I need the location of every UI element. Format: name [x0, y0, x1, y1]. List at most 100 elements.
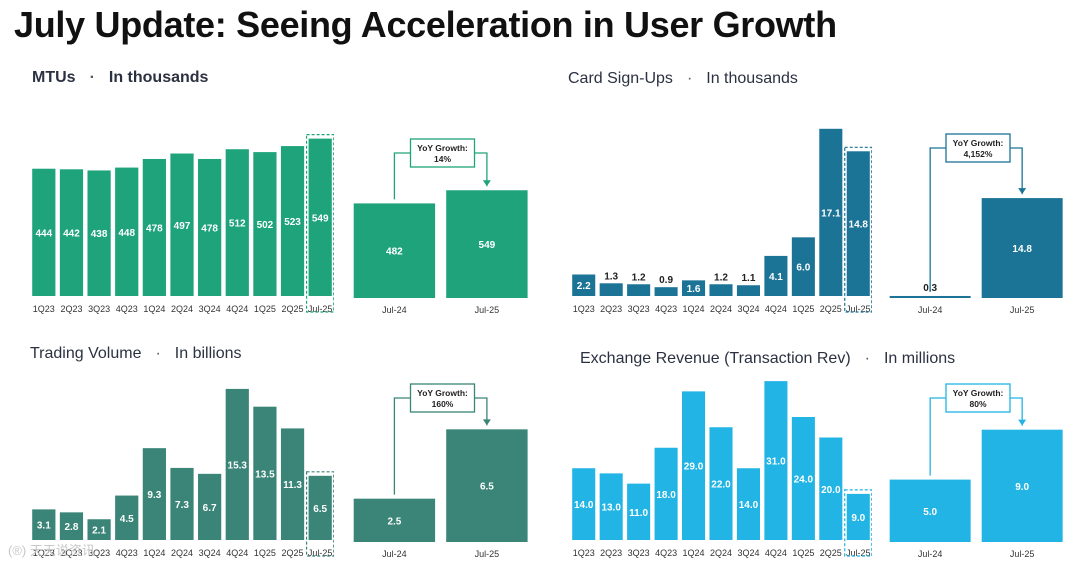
tick-label: 4Q24 [226, 548, 248, 558]
data-label: 1.1 [742, 273, 756, 284]
bar-Jul-25 [308, 475, 332, 540]
tick-label: 1Q23 [573, 548, 595, 558]
growth-callout-box [945, 383, 1011, 413]
tick-label: 3Q23 [88, 548, 110, 558]
data-label: 478 [146, 223, 163, 234]
arrow-head-icon [482, 180, 491, 187]
chart-title: Exchange Revenue (Transaction Rev) [580, 350, 851, 367]
data-label: 512 [229, 219, 246, 230]
exchange-revenue-quarterly-chart: 14.0 1Q23 13.0 2Q23 11.0 3Q23 18.0 4Q23 29.0 1Q24… [572, 381, 872, 558]
exchange-revenue-yoy-chart: 5.0 Jul-24 9.0 Jul-25 YoY Growth:80% [889, 383, 1063, 559]
data-label: 2.2 [577, 281, 591, 292]
connector-line [393, 397, 411, 495]
bar-1Q23 [32, 509, 56, 540]
tick-label: Jul-24 [382, 549, 407, 559]
tick-label: 2Q23 [600, 548, 622, 558]
tick-label: 3Q24 [199, 548, 221, 558]
data-label: 2.1 [92, 526, 106, 537]
connector-line [1010, 147, 1023, 195]
bar-Jul-25 [446, 190, 528, 298]
data-label: 523 [284, 217, 301, 228]
data-label: 6.5 [480, 482, 494, 493]
bar-2Q25 [819, 437, 843, 540]
bar-2Q23 [59, 512, 84, 540]
bar-2Q23 [599, 473, 623, 540]
bar-2Q25 [280, 428, 305, 540]
connector-line [474, 152, 488, 187]
data-label: 502 [257, 220, 274, 231]
bar-1Q24 [142, 158, 166, 296]
growth-title: YoY Growth: [953, 138, 1004, 148]
connector-line [393, 152, 411, 200]
bar-Jul-25 [446, 429, 528, 542]
tick-label: 1Q25 [792, 548, 814, 558]
data-label: 17.1 [821, 208, 841, 219]
tick-label: 1Q24 [683, 304, 705, 314]
tick-label: Jul-25 [1010, 549, 1035, 559]
data-label: 6.5 [313, 504, 327, 515]
data-label: 7.3 [175, 500, 189, 511]
growth-title: YoY Growth: [417, 143, 468, 153]
highlight-frame [305, 471, 334, 557]
bar-4Q24 [225, 149, 249, 296]
bar-2Q24 [709, 284, 733, 296]
tick-label: Jul-24 [382, 305, 407, 315]
data-label: 1.3 [604, 271, 618, 282]
page-title: July Update: Seeing Acceleration in User… [14, 4, 837, 45]
bar-2Q24 [709, 427, 733, 540]
bar-2Q23 [59, 169, 84, 296]
trading-volume-quarterly-chart: 3.1 1Q23 2.8 2Q23 2.1 3Q23 4.5 4Q23 9.3 1Q24 7.3 2Q… [32, 388, 334, 558]
data-label: 549 [479, 240, 496, 251]
tick-label: 1Q24 [143, 548, 165, 558]
panel-title-card-signups: Card Sign-Ups · In thousands [568, 70, 798, 87]
data-label: 22.0 [711, 480, 731, 491]
tick-label: 2Q24 [710, 548, 732, 558]
bar-1Q24 [682, 280, 706, 296]
bar-2Q25 [819, 128, 843, 296]
tick-label: Jul-25 [308, 304, 333, 314]
bar-3Q24 [736, 468, 760, 540]
tick-label: Jul-25 [1010, 305, 1035, 315]
unit-label: In thousands [706, 70, 798, 87]
data-label: 482 [386, 247, 403, 258]
tick-label: 1Q24 [143, 304, 165, 314]
tick-label: Jul-25 [846, 304, 871, 314]
bar-Jul-25 [981, 198, 1063, 298]
tick-label: 4Q24 [765, 304, 787, 314]
bar-4Q23 [115, 495, 139, 540]
bar-Jul-24 [889, 295, 971, 298]
tick-label: 2Q23 [60, 548, 82, 558]
tick-label: 1Q25 [254, 548, 276, 558]
data-label: 11.3 [283, 480, 302, 491]
data-label: 3.1 [37, 521, 51, 532]
bar-4Q23 [654, 287, 678, 296]
data-label: 11.0 [629, 508, 648, 519]
tick-label: 4Q23 [116, 548, 138, 558]
growth-value: 160% [432, 399, 454, 409]
bar-1Q24 [142, 448, 166, 540]
data-label: 31.0 [766, 457, 786, 468]
bar-4Q23 [115, 167, 139, 296]
bar-4Q23 [654, 447, 678, 540]
bar-Jul-25 [308, 138, 332, 296]
tick-label: 2Q24 [171, 548, 193, 558]
tick-label: Jul-24 [918, 305, 943, 315]
tick-label: Jul-25 [846, 548, 871, 558]
tick-label: Jul-25 [475, 305, 500, 315]
data-label: 438 [91, 229, 108, 240]
data-label: 24.0 [794, 475, 814, 486]
arrow-head-icon [1018, 188, 1027, 195]
data-label: 549 [312, 213, 329, 224]
tick-label: 1Q23 [33, 548, 55, 558]
bar-1Q25 [791, 237, 815, 296]
bar-3Q23 [87, 170, 111, 296]
bar-3Q24 [198, 473, 222, 540]
data-label: 14.0 [739, 500, 759, 511]
data-label: 29.0 [684, 462, 704, 473]
growth-callout-box [409, 383, 476, 413]
tick-label: 4Q24 [765, 548, 787, 558]
bar-4Q24 [764, 381, 788, 540]
data-label: 0.9 [659, 275, 673, 286]
bar-2Q25 [280, 146, 305, 296]
